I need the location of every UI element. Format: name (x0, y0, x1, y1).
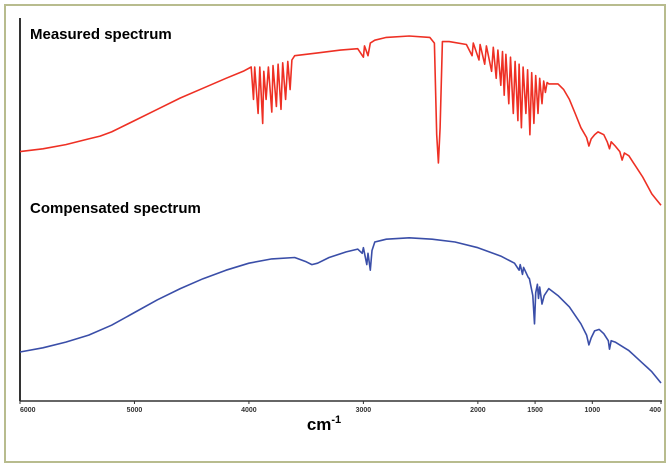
measured-spectrum-line (19, 35, 662, 206)
x-tick-label-6000: 6000 (20, 407, 36, 414)
x-axis-title-main: cm (307, 415, 332, 434)
x-tick-label-4000: 4000 (241, 407, 257, 414)
x-tick-label-5000: 5000 (127, 407, 143, 414)
spectrum-chart: 6000 5000 4000 3000 2000 1500 1000 400 Measured… (19, 18, 662, 434)
series-label-compensated: Compensated spectrum (30, 200, 201, 217)
x-tick-label-1500: 1500 (527, 407, 543, 414)
series-label-measured: Measured spectrum (30, 26, 172, 43)
x-tick-label-2000: 2000 (470, 407, 486, 414)
x-tick-label-400: 400 (649, 407, 661, 414)
axis-layer: 6000 5000 4000 3000 2000 1500 1000 400 (19, 18, 662, 414)
x-axis-title: cm-1 (307, 414, 341, 434)
compensated-spectrum-line (19, 237, 662, 384)
x-axis-title-sup: -1 (331, 414, 341, 426)
x-tick-label-3000: 3000 (356, 407, 372, 414)
chart-frame: 6000 5000 4000 3000 2000 1500 1000 400 Measured… (4, 4, 666, 463)
series-layer (19, 35, 662, 384)
x-tick-label-1000: 1000 (585, 407, 601, 414)
